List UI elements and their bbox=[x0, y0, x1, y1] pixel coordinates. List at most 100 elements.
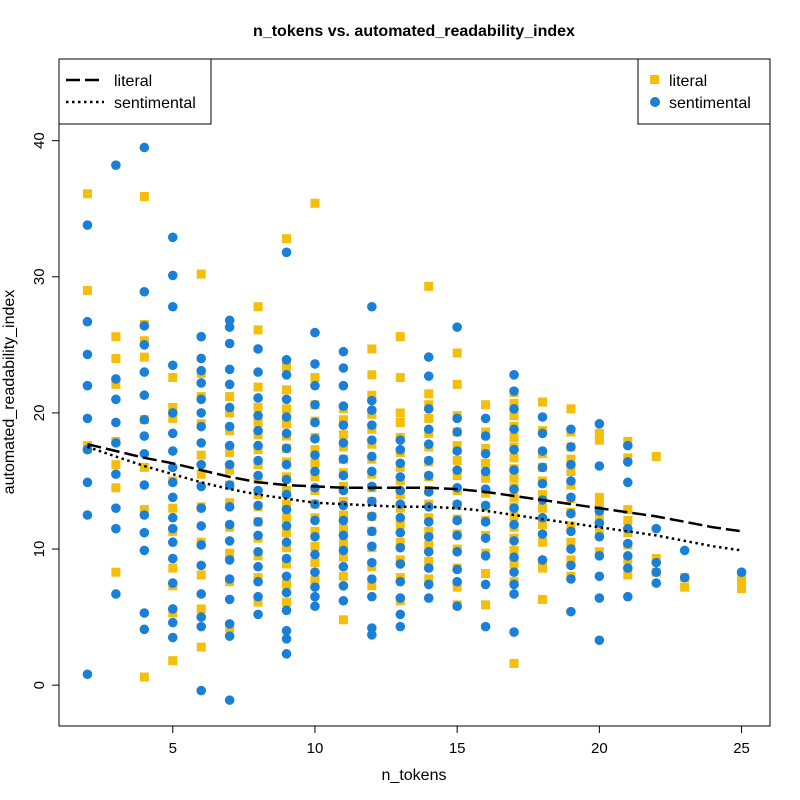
sentimental-point bbox=[224, 536, 235, 546]
sentimental-point bbox=[82, 510, 93, 520]
sentimental-point bbox=[395, 621, 406, 632]
literal-point bbox=[253, 402, 263, 412]
sentimental-point bbox=[594, 461, 605, 471]
y-tick-label: 30 bbox=[31, 268, 48, 285]
sentimental-point bbox=[566, 526, 576, 537]
sentimental-point bbox=[224, 502, 235, 512]
sentimental-point bbox=[281, 394, 292, 405]
sentimental-point bbox=[167, 477, 178, 488]
sentimental-point bbox=[338, 363, 349, 373]
x-axis: 5 10 15 20 25 bbox=[169, 725, 750, 757]
sentimental-point bbox=[224, 459, 235, 470]
sentimental-point bbox=[537, 446, 548, 456]
sentimental-point bbox=[480, 551, 491, 561]
literal-point bbox=[282, 362, 292, 372]
sentimental-point bbox=[423, 424, 434, 435]
literal-point bbox=[111, 332, 121, 342]
sentimental-point bbox=[594, 635, 605, 646]
sentimental-point bbox=[224, 695, 235, 705]
literal-point bbox=[196, 469, 206, 479]
sentimental-point bbox=[338, 346, 349, 357]
sentimental-point bbox=[196, 521, 206, 531]
sentimental-point bbox=[395, 499, 406, 509]
sentimental-point bbox=[537, 555, 548, 565]
sentimental-point bbox=[281, 587, 292, 598]
sentimental-point bbox=[367, 435, 377, 445]
sentimental-point bbox=[452, 465, 462, 475]
sentimental-point bbox=[224, 315, 235, 326]
sentimental-point bbox=[139, 340, 150, 350]
literal-point bbox=[338, 552, 348, 562]
literal-point bbox=[424, 574, 434, 584]
literal-point bbox=[310, 558, 320, 568]
sentimental-point bbox=[651, 578, 662, 588]
sentimental-point bbox=[338, 595, 349, 606]
literal-point bbox=[338, 539, 348, 549]
sentimental-point bbox=[310, 466, 320, 477]
literal-point bbox=[225, 408, 235, 418]
sentimental-point bbox=[310, 417, 320, 428]
sentimental-point bbox=[537, 478, 548, 489]
literal-point bbox=[338, 415, 348, 425]
sentimental-point bbox=[310, 549, 320, 560]
literal-point bbox=[509, 411, 519, 421]
sentimental-point bbox=[537, 512, 548, 523]
sentimental-point bbox=[423, 487, 434, 497]
literal-point bbox=[82, 285, 92, 295]
literal-point bbox=[196, 450, 206, 460]
literal-point bbox=[111, 567, 121, 577]
literal-point bbox=[282, 528, 292, 538]
sentimental-point bbox=[139, 142, 150, 153]
sentimental-point bbox=[281, 355, 292, 365]
sentimental-point bbox=[253, 591, 263, 602]
point-legend-circle-marker bbox=[650, 97, 660, 107]
sentimental-point bbox=[281, 459, 292, 470]
sentimental-point bbox=[82, 380, 93, 391]
sentimental-point bbox=[310, 359, 320, 369]
sentimental-point bbox=[338, 420, 349, 430]
sentimental-point bbox=[452, 446, 462, 456]
sentimental-point bbox=[310, 380, 320, 391]
sentimental-point bbox=[224, 519, 235, 530]
sentimental-point bbox=[224, 322, 235, 332]
literal-point bbox=[395, 520, 405, 530]
sentimental-point bbox=[310, 399, 320, 410]
sentimental-point bbox=[196, 331, 206, 342]
literal-point bbox=[310, 458, 320, 468]
sentimental-point bbox=[196, 378, 206, 388]
sentimental-point bbox=[367, 623, 377, 633]
sentimental-point bbox=[480, 448, 491, 459]
sentimental-point bbox=[281, 605, 292, 616]
sentimental-point bbox=[196, 365, 206, 376]
chart-title: n_tokens vs. automated_readability_index bbox=[253, 23, 575, 40]
sentimental-point bbox=[338, 438, 349, 448]
literal-point bbox=[737, 578, 747, 588]
sentimental-point bbox=[281, 625, 292, 636]
sentimental-point bbox=[196, 685, 206, 696]
literal-point bbox=[566, 537, 576, 547]
sentimental-point bbox=[395, 512, 406, 523]
literal-point bbox=[168, 656, 178, 666]
sentimental-point bbox=[224, 619, 235, 629]
literal-point bbox=[537, 594, 547, 604]
literal-point bbox=[225, 548, 235, 558]
x-tick-label: 20 bbox=[591, 740, 608, 757]
sentimental-point bbox=[423, 579, 434, 590]
sentimental-point bbox=[111, 160, 121, 170]
sentimental-point bbox=[167, 578, 178, 588]
sentimental-trend-line bbox=[87, 445, 742, 552]
sentimental-point bbox=[367, 629, 377, 640]
literal-point bbox=[452, 348, 462, 358]
literal-point bbox=[424, 540, 434, 550]
sentimental-point bbox=[423, 470, 434, 481]
sentimental-point bbox=[167, 632, 178, 643]
sentimental-point bbox=[196, 589, 206, 599]
sentimental-point bbox=[196, 540, 206, 550]
literal-point bbox=[509, 432, 519, 442]
sentimental-point bbox=[452, 499, 462, 509]
sentimental-point bbox=[367, 466, 377, 477]
literal-point bbox=[594, 513, 604, 523]
sentimental-point bbox=[338, 380, 349, 391]
sentimental-point bbox=[281, 489, 292, 500]
